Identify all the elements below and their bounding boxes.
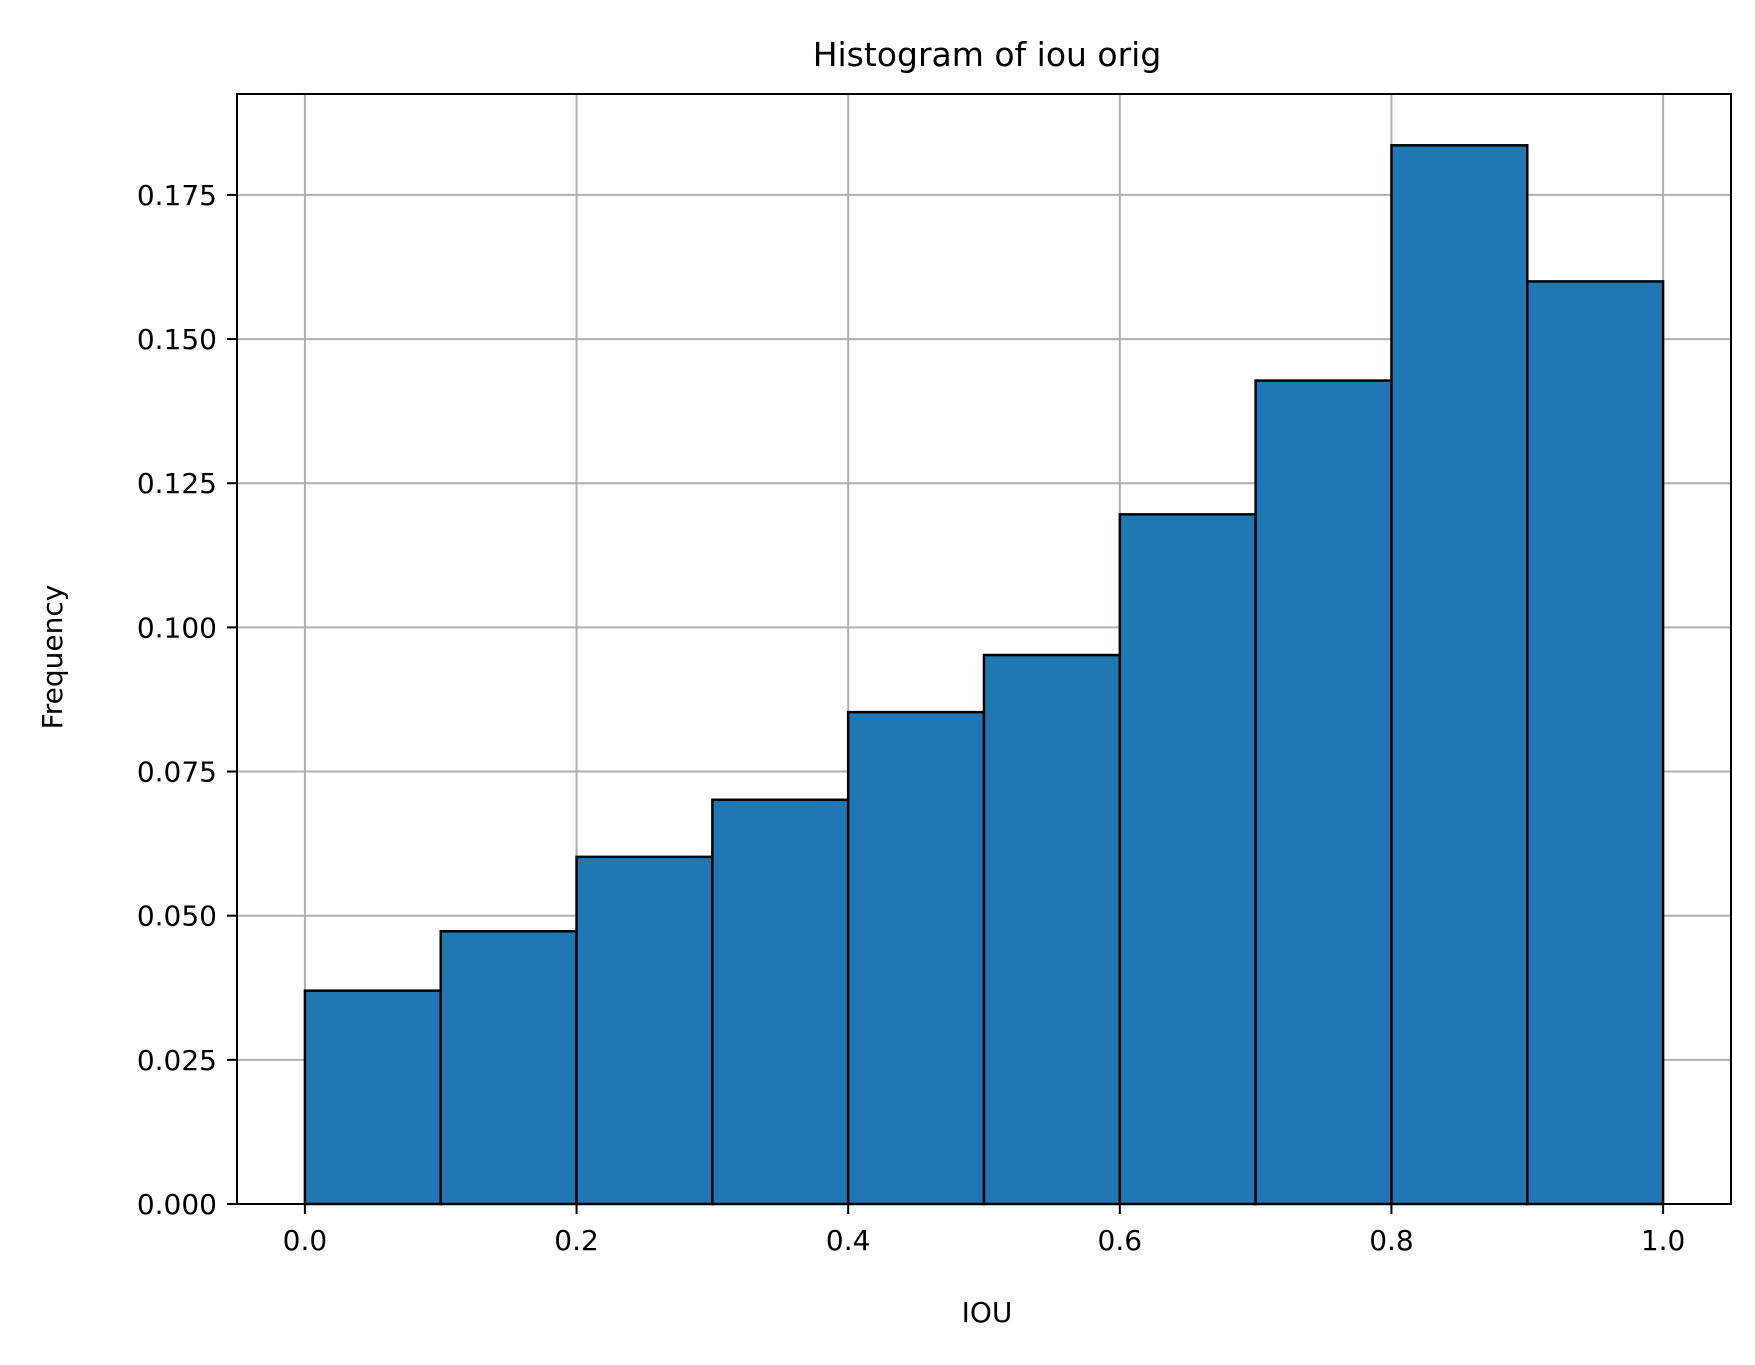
y-tick-label: 0.125 — [137, 467, 217, 500]
y-tick-label: 0.025 — [137, 1044, 217, 1077]
y-tick-label: 0.000 — [137, 1188, 217, 1221]
y-axis-ticks: 0.000 0.025 0.050 0.075 0.100 0.125 0.150 0.175 — [137, 179, 237, 1221]
x-tick-label: 0.2 — [554, 1224, 599, 1257]
histogram-bar-2 — [575, 855, 714, 1206]
plot-frame — [236, 93, 1732, 1205]
y-tick-label: 0.075 — [137, 756, 217, 789]
histogram-bar-7 — [1254, 379, 1393, 1206]
y-tick-label: 0.100 — [137, 611, 217, 644]
chart-title: Histogram of iou orig — [813, 35, 1162, 74]
histogram-bar-5 — [982, 653, 1122, 1206]
histogram-bar-3 — [711, 798, 850, 1206]
x-axis-ticks: 0.0 0.2 0.4 0.6 0.8 1.0 — [283, 1204, 1686, 1257]
y-tick-label: 0.175 — [137, 179, 217, 212]
x-tick-label: 0.0 — [283, 1224, 328, 1257]
histogram-bar-8 — [1390, 144, 1529, 1206]
y-tick-label: 0.050 — [137, 900, 217, 933]
x-tick-label: 1.0 — [1641, 1224, 1686, 1257]
histogram-bar-1 — [439, 930, 578, 1206]
x-tick-label: 0.4 — [826, 1224, 871, 1257]
y-axis-label: Frequency — [36, 585, 69, 730]
histogram-bars — [303, 144, 1665, 1206]
y-tick-label: 0.150 — [137, 323, 217, 356]
histogram-bar-6 — [1118, 513, 1257, 1206]
histogram-bar-9 — [1526, 280, 1665, 1206]
histogram-bar-0 — [303, 989, 442, 1206]
x-axis-label: IOU — [962, 1296, 1013, 1329]
histogram-bar-4 — [846, 710, 986, 1206]
x-tick-label: 0.8 — [1369, 1224, 1414, 1257]
x-tick-label: 0.6 — [1098, 1224, 1143, 1257]
